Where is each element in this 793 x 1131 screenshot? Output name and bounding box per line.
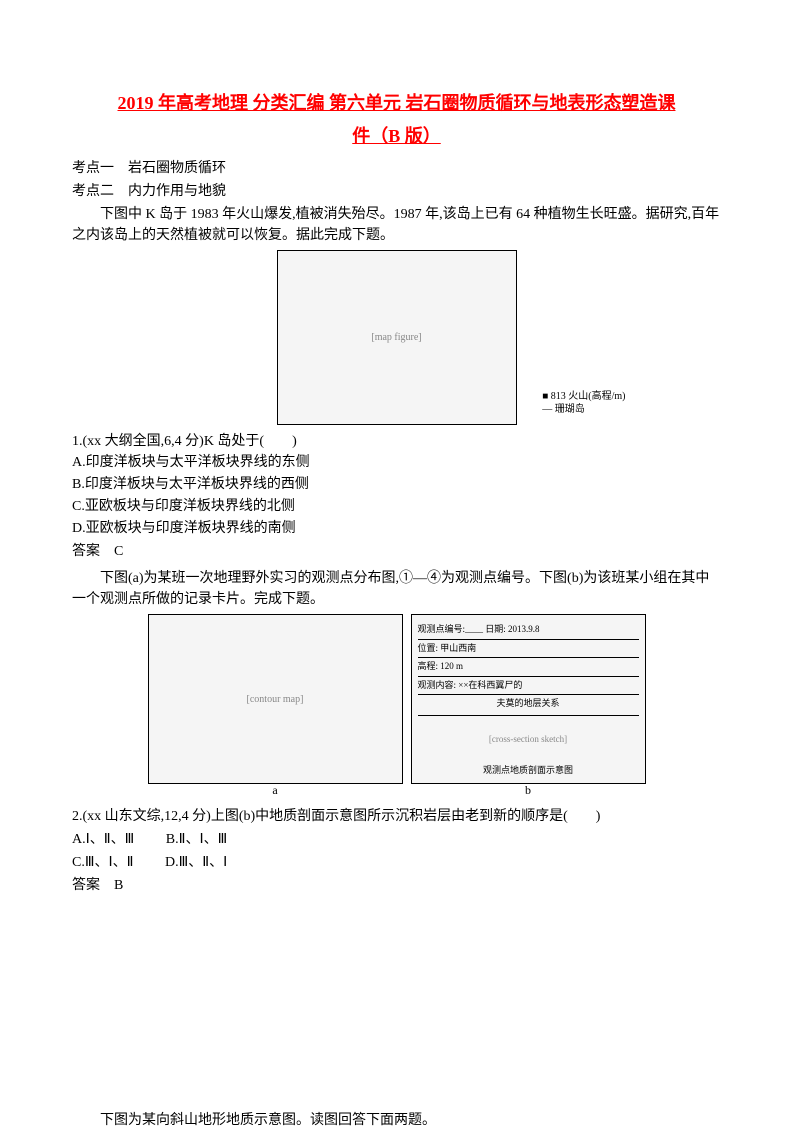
- doc-title-line1: 2019 年高考地理 分类汇编 第六单元 岩石圈物质循环与地表形态塑造课: [72, 90, 721, 117]
- exam-point-1: 考点一 岩石圈物质循环: [72, 158, 721, 179]
- q1-answer: 答案 C: [72, 541, 721, 562]
- q2-option-d: D.Ⅲ、Ⅱ、Ⅰ: [165, 852, 227, 873]
- figure-2a-map: [contour map] a: [148, 614, 403, 784]
- doc-title-line2: 件（B 版）: [72, 123, 721, 150]
- q1-option-b: B.印度洋板块与太平洋板块界线的西侧: [72, 474, 721, 495]
- figure-1-container: [map figure] ■ 813 火山(高程/m) — 珊瑚岛: [72, 250, 721, 425]
- intro-text-2: 下图(a)为某班一次地理野外实习的观测点分布图,①—④为观测点编号。下图(b)为…: [72, 568, 721, 610]
- q2-options-row2: C.Ⅲ、Ⅰ、Ⅱ D.Ⅲ、Ⅱ、Ⅰ: [72, 852, 721, 873]
- q2-option-b: B.Ⅱ、Ⅰ、Ⅲ: [166, 829, 228, 850]
- card-row-2: 位置: 甲山西南: [418, 640, 639, 659]
- card-sketch-caption: 观测点地质剖面示意图: [418, 764, 639, 778]
- card-row-3: 高程: 120 m: [418, 658, 639, 677]
- figure-1-map: [map figure] ■ 813 火山(高程/m) — 珊瑚岛: [277, 250, 517, 425]
- figure-2b-card: 观测点编号:____ 日期: 2013.9.8 位置: 甲山西南 高程: 120…: [411, 614, 646, 784]
- figure-2-container: [contour map] a 观测点编号:____ 日期: 2013.9.8 …: [72, 614, 721, 784]
- figure-2a-label: a: [272, 781, 277, 799]
- q2-option-c: C.Ⅲ、Ⅰ、Ⅱ: [72, 852, 134, 873]
- bottom-intro: 下图为某向斜山地形地质示意图。读图回答下面两题。: [72, 1110, 721, 1131]
- q1-stem: 1.(xx 大纲全国,6,4 分)K 岛处于( ): [72, 431, 721, 452]
- exam-point-2: 考点二 内力作用与地貌: [72, 181, 721, 202]
- card-row-4: 观测内容: ××在科西翼尸的: [418, 677, 639, 696]
- q2-option-a: A.Ⅰ、Ⅱ、Ⅲ: [72, 829, 134, 850]
- q2-stem: 2.(xx 山东文综,12,4 分)上图(b)中地质剖面示意图所示沉积岩层由老到…: [72, 806, 721, 827]
- q1-option-a: A.印度洋板块与太平洋板块界线的东侧: [72, 452, 721, 473]
- legend-volcano: ■ 813 火山(高程/m): [542, 390, 625, 403]
- intro-text-1: 下图中 K 岛于 1983 年火山爆发,植被消失殆尽。1987 年,该岛上已有 …: [72, 204, 721, 246]
- q2-options-row1: A.Ⅰ、Ⅱ、Ⅲ B.Ⅱ、Ⅰ、Ⅲ: [72, 829, 721, 850]
- card-row-5: 夫莫的地层关系: [418, 695, 639, 713]
- blank-space: [72, 902, 721, 1102]
- figure-2b-label: b: [525, 781, 531, 799]
- q1-option-c: C.亚欧板块与印度洋板块界线的北侧: [72, 496, 721, 517]
- card-row-1: 观测点编号:____ 日期: 2013.9.8: [418, 621, 639, 640]
- figure-1-legend: ■ 813 火山(高程/m) — 珊瑚岛: [542, 390, 625, 416]
- q2-answer: 答案 B: [72, 875, 721, 896]
- q1-option-d: D.亚欧板块与印度洋板块界线的南侧: [72, 518, 721, 539]
- legend-coral: — 珊瑚岛: [542, 403, 625, 416]
- card-sketch: [cross-section sketch]: [418, 715, 639, 764]
